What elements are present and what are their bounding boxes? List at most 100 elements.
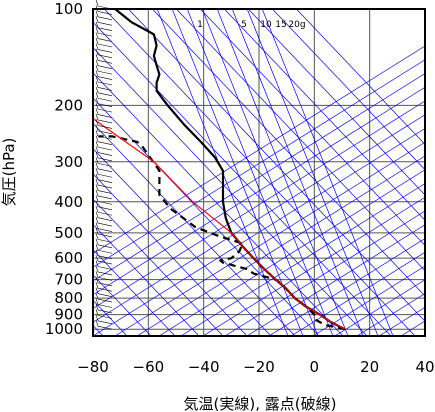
mixing-ratio-labels: 1 5 10 15 20g (197, 20, 305, 30)
mixing-ratio-label: 5 (241, 20, 247, 30)
mixing-ratio-label: 20g (288, 20, 305, 30)
wind-barb-flag (95, 151, 99, 159)
wind-barb-flag (95, 65, 99, 72)
wind-barb (97, 32, 113, 37)
wind-barb-flag (95, 27, 99, 34)
adiabat-line (93, 47, 368, 336)
wind-barb-flag (95, 189, 99, 197)
wind-barb-flag (95, 206, 99, 213)
wind-barb-flag (95, 254, 99, 262)
y-tick-label: 800 (54, 289, 83, 307)
wind-barb (97, 43, 113, 48)
skew-line (290, 251, 425, 336)
wind-barb (97, 141, 113, 145)
adiabat-line (93, 198, 224, 336)
wind-barb-flag (95, 75, 99, 83)
adiabat-line (93, 274, 152, 336)
wind-barb-flag (95, 92, 99, 99)
y-tick-label: 200 (54, 96, 83, 114)
wind-barb (97, 255, 113, 259)
y-tick-label: 600 (54, 249, 83, 267)
adiabat-line (93, 72, 344, 336)
wind-barb-flag (95, 108, 99, 115)
wind-barb-flag (95, 146, 99, 153)
skew-line (93, 73, 425, 282)
wind-barb-flag (95, 32, 99, 39)
wind-barb-flag (95, 113, 99, 121)
wind-barb (97, 59, 113, 64)
wind-barb (97, 130, 113, 135)
wind-barb (97, 38, 113, 42)
skew-line (180, 183, 425, 336)
wind-barb (97, 92, 113, 97)
wind-barb-flag (95, 211, 99, 218)
wind-barb-flag (95, 303, 99, 311)
wind-barb (97, 179, 113, 183)
y-axis-label: 気圧(hPa) (0, 138, 18, 207)
wind-barb (97, 87, 113, 91)
wind-barb-flag (95, 168, 99, 175)
wind-barb-flag (95, 233, 99, 240)
wind-barb (97, 81, 113, 86)
skew-line (93, 100, 425, 309)
wind-barb (97, 190, 113, 194)
mixing-ratio-label: 10 (260, 20, 272, 30)
wind-barb-flag (95, 59, 99, 66)
wind-barb (97, 70, 113, 75)
x-tick-label: −20 (243, 358, 275, 376)
wind-barb-flag (95, 21, 99, 28)
skew-line (93, 128, 425, 336)
y-tick-label: 400 (54, 193, 83, 211)
adiabat-line (176, 9, 425, 272)
wind-barbs (95, 0, 113, 330)
wind-barb-flag (95, 287, 99, 294)
wind-barb (97, 206, 113, 211)
wind-barb-flag (95, 0, 99, 7)
wind-barb-flag (95, 119, 99, 126)
wind-barb-flag (95, 184, 99, 191)
wind-barb (97, 184, 113, 189)
wind-barb-flag (95, 135, 99, 142)
wind-barb-flag (95, 309, 99, 316)
wind-barb (97, 135, 113, 140)
mixing-ratio-line (171, 9, 304, 336)
skew-line (224, 210, 425, 336)
wind-barb (97, 21, 113, 26)
wind-barb (97, 249, 113, 254)
plot-frame (92, 8, 426, 337)
x-tick-label: 20 (360, 358, 379, 376)
adiabat-line (93, 223, 200, 336)
wind-barb (97, 244, 113, 249)
wind-barb-flag (95, 43, 99, 50)
wind-barb (97, 119, 113, 124)
wind-barb (97, 217, 113, 221)
wind-barb-flag (95, 54, 99, 61)
wind-barb-flag (95, 260, 99, 267)
wind-barb (97, 201, 113, 205)
skew-line (93, 114, 425, 323)
wind-barb-flag (95, 16, 99, 23)
adiabat-line (93, 173, 248, 336)
wind-barb (97, 27, 113, 32)
wind-barb (97, 195, 113, 200)
wind-barb (97, 103, 113, 107)
wind-barb (97, 108, 113, 113)
mixing-ratio-label: 1 (197, 20, 203, 30)
x-tick-label: −80 (77, 358, 109, 376)
wind-barb (97, 325, 113, 330)
wind-barb (97, 76, 113, 80)
skew-line (114, 141, 425, 336)
x-tick-label: 0 (310, 358, 320, 376)
adiabat-line (93, 148, 272, 336)
wind-barb (97, 320, 113, 325)
mixing-ratio-label: 15 (275, 20, 286, 30)
x-tick-label: −40 (188, 358, 220, 376)
wind-barb-flag (95, 48, 99, 55)
adiabat-line (272, 9, 425, 171)
wind-barb (97, 157, 113, 162)
wind-barb-flag (95, 271, 99, 278)
series-layer (93, 9, 346, 331)
adiabat-line (93, 21, 392, 336)
wind-barb (97, 16, 113, 21)
